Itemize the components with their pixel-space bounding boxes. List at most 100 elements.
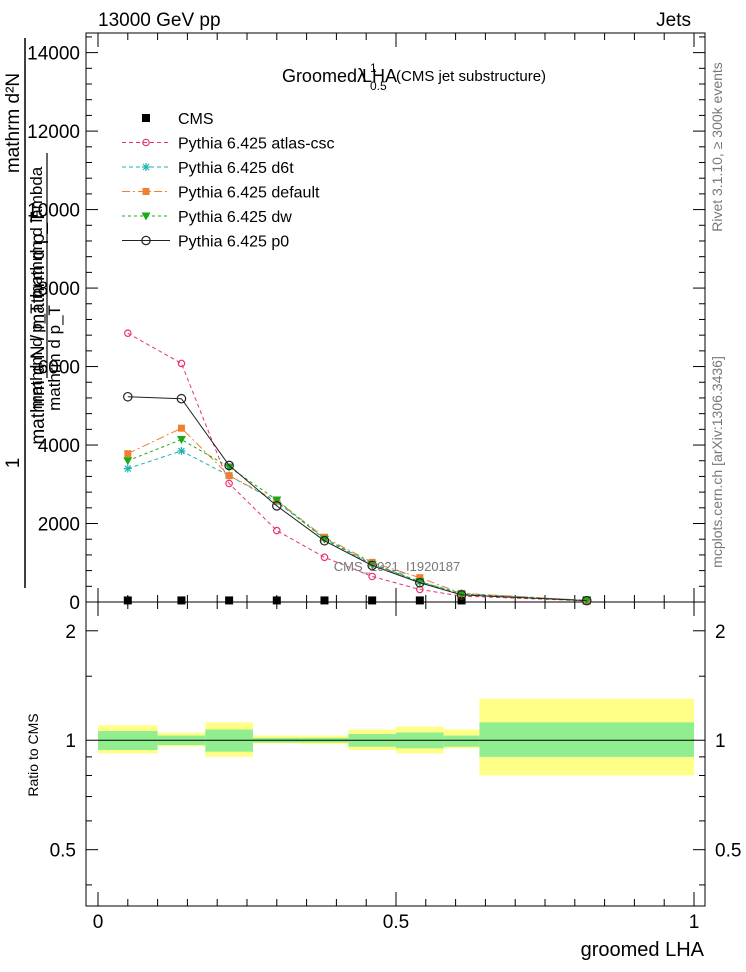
- y-tick-label: 6000: [38, 358, 80, 379]
- data-point: [581, 595, 592, 606]
- data-point: [142, 138, 150, 147]
- data-point: [124, 450, 132, 458]
- x-tick-label: 0.5: [383, 912, 409, 933]
- data-point: [272, 496, 282, 505]
- legend-label: Pythia 6.425 default: [178, 185, 320, 202]
- xlabel: groomed LHA: [581, 939, 705, 961]
- legend-label: CMS: [178, 111, 214, 128]
- ratio-ylabel: Ratio to CMS: [25, 713, 41, 796]
- ylabel-prefactor: 1: [3, 458, 24, 469]
- title-lambda: λ: [357, 66, 367, 87]
- legend-label: Pythia 6.425 d6t: [178, 160, 294, 177]
- ylabel-inner-denominator: mathrm d p_T: [45, 305, 64, 411]
- data-point: [457, 596, 466, 605]
- data-point: [224, 463, 234, 472]
- data-point: [368, 596, 377, 605]
- data-point: [176, 393, 187, 404]
- y-tick-label: 14000: [27, 44, 80, 65]
- data-point: [176, 436, 186, 445]
- data-point: [271, 501, 282, 511]
- ratio-y-tick-label: 0.5: [50, 841, 76, 862]
- ratio-y-tick-label-right: 0.5: [715, 841, 741, 862]
- data-point: [141, 212, 151, 221]
- ylabel-inner-numerator: mathrm d p_T mathrm d lambda: [27, 166, 46, 409]
- series-pythia-6-425-d6t: [123, 446, 591, 605]
- ratio-stat-band: [479, 722, 694, 757]
- data-point: [123, 391, 133, 402]
- legend-label: Pythia 6.425 p0: [178, 234, 289, 251]
- series-line: [127, 396, 587, 602]
- data-point: [416, 574, 424, 582]
- series-line: [127, 438, 587, 601]
- data-point-stroke: [124, 465, 132, 473]
- data-point: [456, 590, 467, 600]
- data-point: [177, 359, 186, 368]
- data-point: [272, 526, 281, 535]
- data-point: [123, 464, 132, 473]
- y-tick-label: 12000: [27, 122, 80, 143]
- data-point: [582, 596, 592, 605]
- ratio-stat-band: [443, 735, 480, 747]
- series-pythia-6-425-default: [124, 424, 591, 604]
- data-point: [320, 596, 329, 605]
- series-line: [127, 450, 587, 601]
- data-point: [123, 457, 133, 466]
- data-point: [368, 572, 376, 581]
- ylabel-numerator: mathrm d²N: [3, 73, 24, 173]
- series-line: [127, 332, 587, 602]
- data-point: [272, 596, 281, 605]
- data-point: [225, 472, 233, 480]
- data-point: [225, 596, 234, 605]
- legend: CMS Pythia 6.425 atlas-csc Pythia 6.425 d6…: [122, 111, 335, 251]
- y-tick-label: 2000: [38, 515, 80, 536]
- main-axis-ticks: 0 2000 4000 6000 8000 10000 12000 14000: [27, 33, 705, 906]
- main-ylabel: 1 mathrm d²N mathrm d N / mathrm d p_T: [3, 38, 49, 588]
- data-point: [142, 163, 150, 171]
- data-point: [142, 114, 150, 122]
- series-layer: [123, 329, 592, 606]
- data-point: [123, 596, 132, 605]
- header-process: 13000 GeV pp: [98, 10, 221, 31]
- data-point: [415, 596, 424, 605]
- data-point-stroke: [178, 447, 185, 455]
- analysis-watermark: CMS_2021_I1920187: [334, 559, 461, 574]
- data-point: [319, 535, 330, 546]
- data-point: [415, 577, 425, 588]
- data-point: [367, 560, 377, 569]
- ratio-y-tick-label-right: 2: [715, 622, 726, 643]
- series-pythia-6-425-dw: [123, 436, 592, 605]
- ratio-y-tick-label: 2: [65, 622, 76, 643]
- series-pythia-6-425-p0: [123, 391, 592, 606]
- ratio-y-tick-label-right: 1: [715, 731, 726, 752]
- title-superscript: 1: [370, 61, 377, 75]
- x-tick-label: 0: [93, 912, 104, 933]
- data-point: [124, 329, 132, 337]
- rivet-label: Rivet 3.1.10, ≥ 300k events: [709, 62, 725, 232]
- y-tick-label: 4000: [38, 436, 80, 457]
- data-point: [416, 585, 424, 594]
- data-point: [224, 460, 234, 471]
- data-point: [141, 235, 151, 246]
- legend-label: Pythia 6.425 atlas-csc: [178, 136, 335, 153]
- header-category: Jets: [656, 10, 691, 31]
- y-tick-label: 10000: [27, 201, 80, 222]
- legend-label: Pythia 6.425 dw: [178, 209, 292, 226]
- data-point: [415, 578, 425, 587]
- ratio-bands: [98, 698, 694, 776]
- main-title: Groomed LHA: [282, 66, 397, 86]
- ratio-y-tick-label: 1: [65, 731, 76, 752]
- data-point: [142, 188, 150, 195]
- series-line: [127, 427, 587, 601]
- series-pythia-6-425-atlas-csc: [124, 329, 591, 605]
- data-point: [177, 596, 186, 605]
- data-point-stroke: [142, 163, 150, 171]
- y-tick-label: 0: [69, 593, 80, 614]
- main-ylabel-inner: mathrm d p_T mathrm d lambda mathrm d p_…: [27, 153, 64, 411]
- mcplots-label: mcplots.cern.ch [arXiv:1306.3436]: [709, 356, 725, 568]
- title-suffix: (CMS jet substructure): [396, 68, 546, 85]
- x-tick-label: 1: [689, 912, 700, 933]
- data-point: [225, 479, 233, 488]
- data-point: [320, 553, 329, 562]
- y-tick-label: 8000: [38, 279, 80, 300]
